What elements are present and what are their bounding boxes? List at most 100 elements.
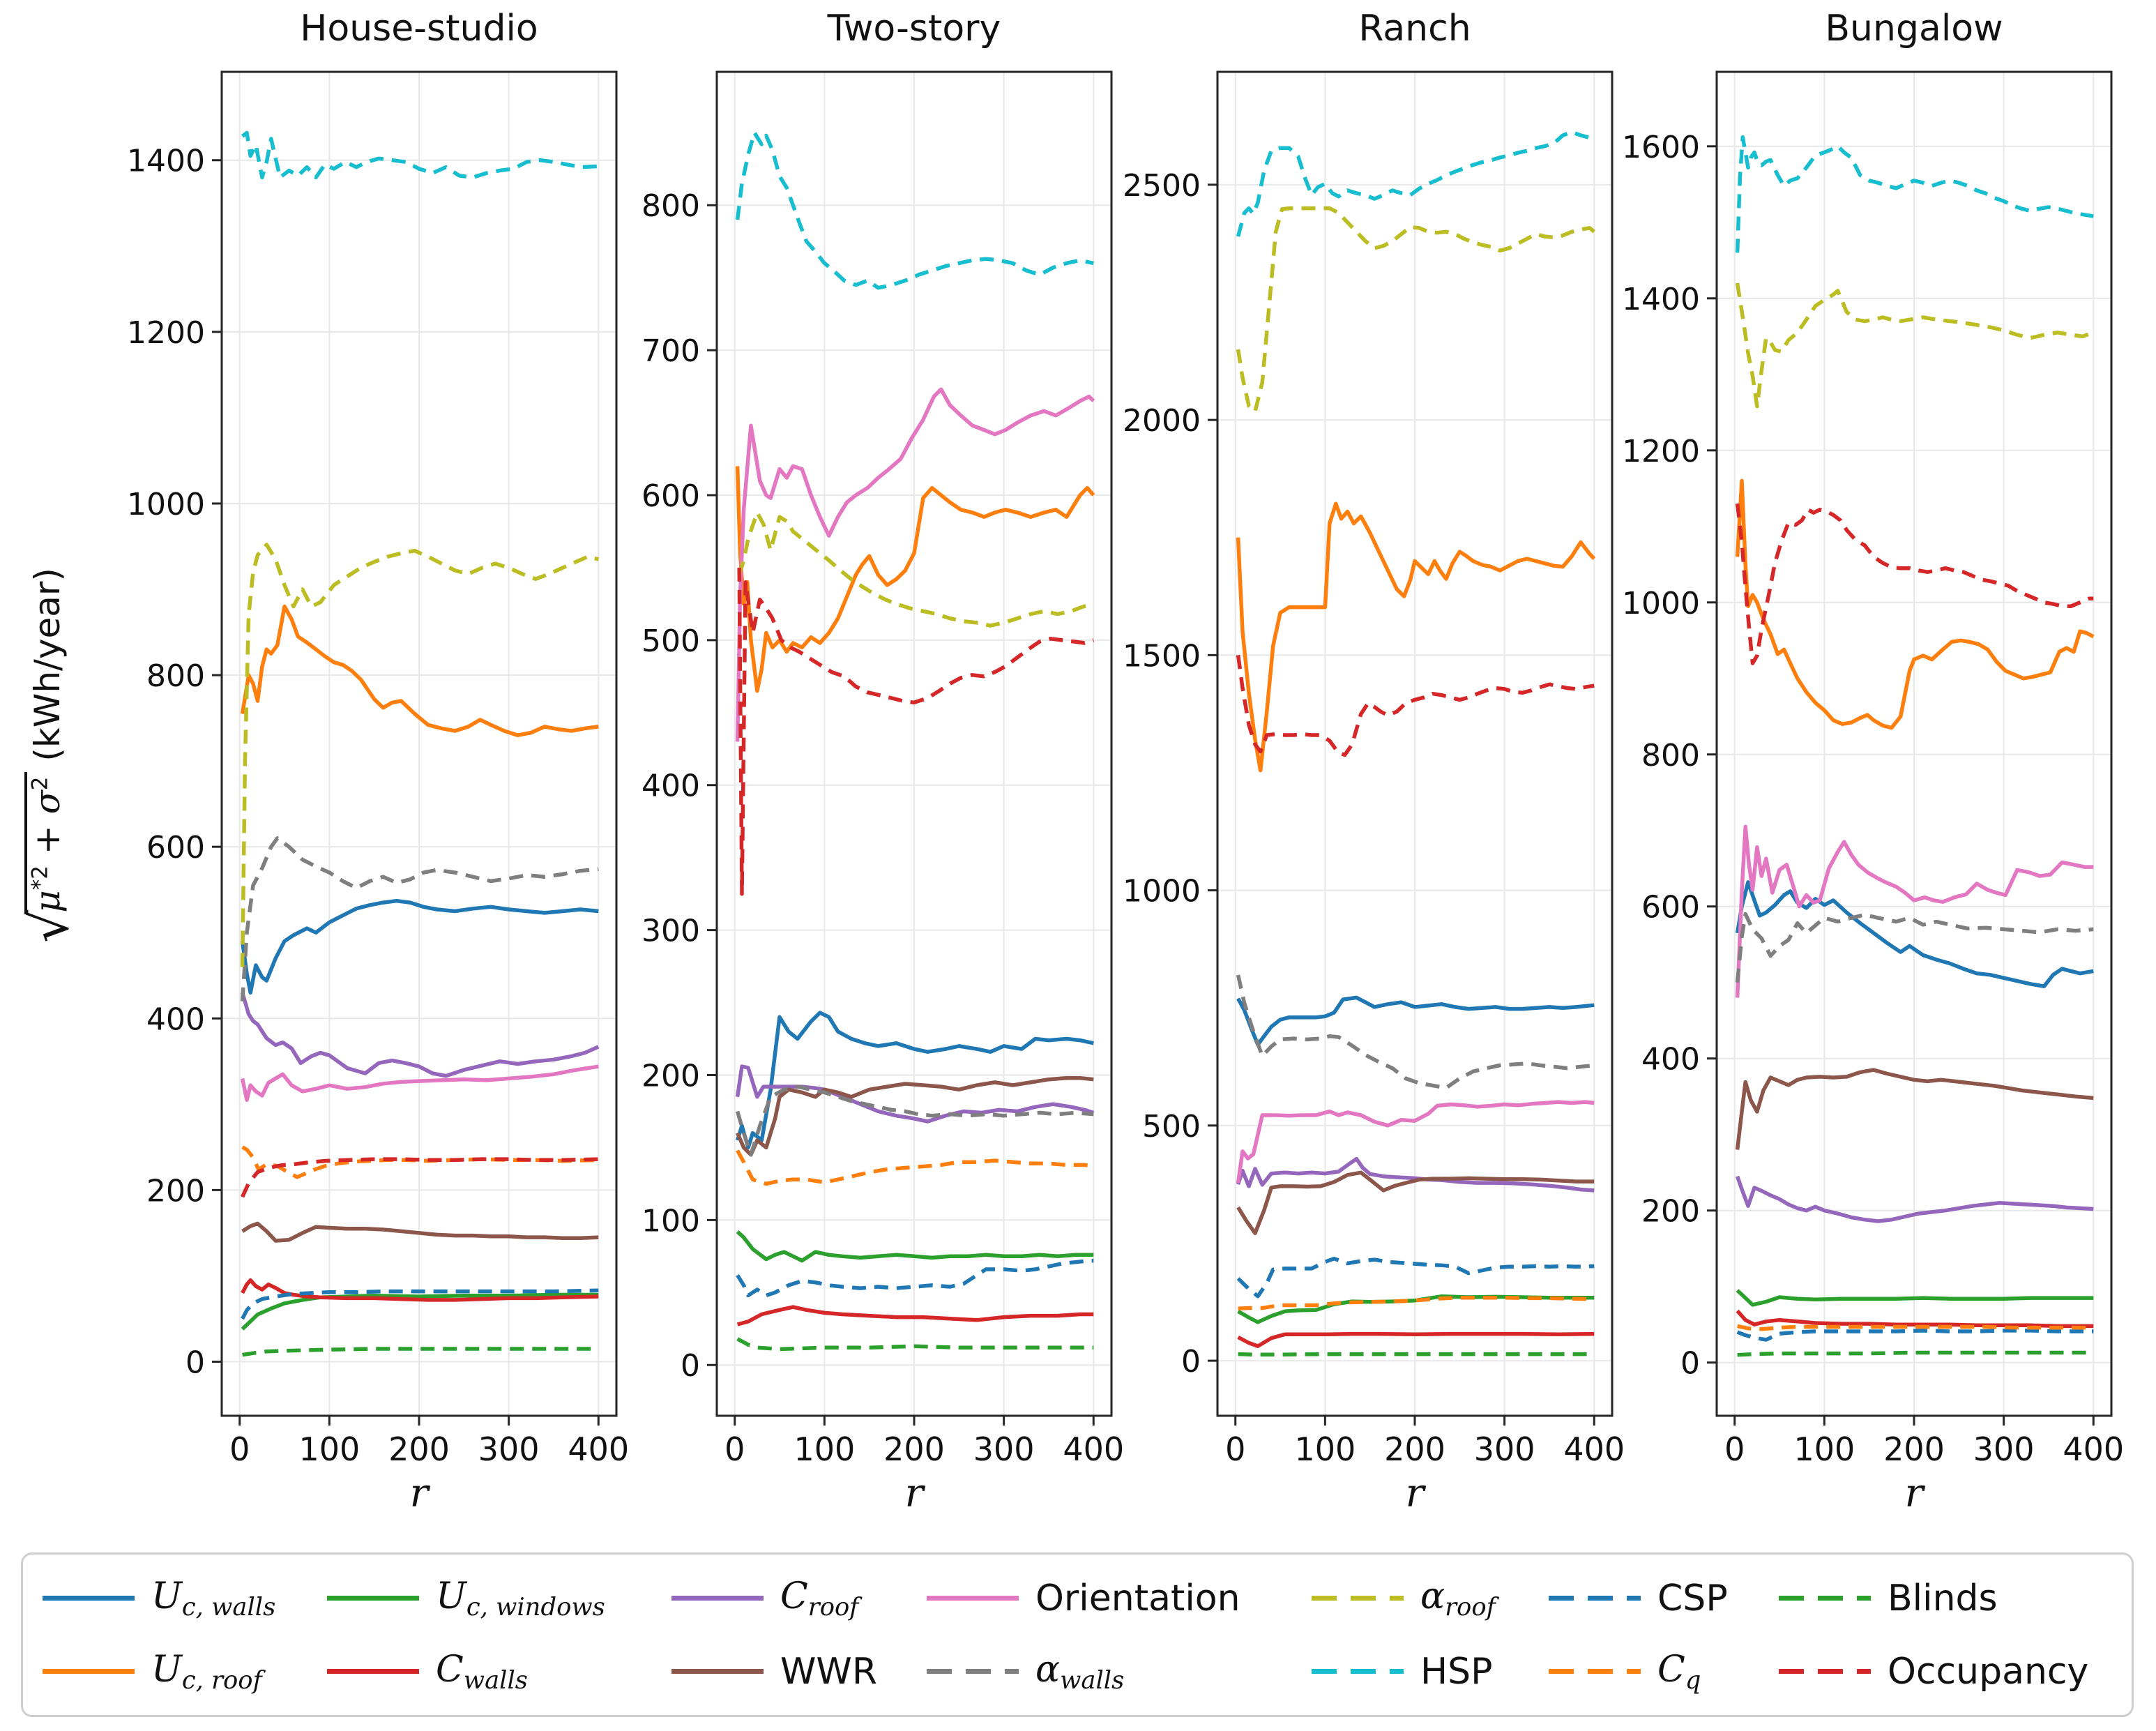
- legend-box: Uc, walls Uc, roof Uc, windows Cwalls Croof W…: [21, 1552, 2134, 1717]
- legend-label-C_walls: Cwalls: [436, 1648, 528, 1695]
- series-line-C_walls-ranch: [1237, 1331, 1595, 1348]
- series-line-WWR-ranch: [1236, 1170, 1595, 1236]
- y-tick-label: 1000: [127, 487, 205, 522]
- y-tick-label: 200: [1641, 1194, 1700, 1230]
- y-tick-label: 1600: [1622, 130, 1700, 165]
- legend-item-alpha_roof: αroof: [1312, 1575, 1549, 1622]
- series-line-C_q-two-story: [736, 1149, 1094, 1186]
- legend-swatch-C_q: [1549, 1668, 1641, 1674]
- legend-swatch-Orientation: [927, 1596, 1019, 1601]
- series-line-Uc_roof-ranch: [1236, 501, 1596, 773]
- legend-item-WWR: WWR: [671, 1651, 927, 1693]
- series-line-WWR-two-story: [736, 1075, 1094, 1157]
- legend-swatch-WWR: [671, 1669, 764, 1674]
- series-line-C_roof-ranch: [1236, 1156, 1595, 1193]
- legend-swatch-Blinds: [1779, 1596, 1871, 1601]
- series-line-HSP-two-story: [735, 130, 1094, 290]
- legend-swatch-Uc_windows: [327, 1595, 419, 1601]
- subplot-bungalow: 0 100 200 300 400 0 200 400 600 800 1000 1200 1400 16…: [1622, 8, 2124, 1516]
- legend-label-alpha_roof: αroof: [1420, 1575, 1496, 1622]
- series-line-C_q-bungalow: [1737, 1324, 2094, 1331]
- y-tick-label: 300: [642, 914, 700, 949]
- y-tick-label: 1000: [1622, 586, 1700, 621]
- series-line-Uc_walls-two-story: [735, 1011, 1094, 1150]
- series-line-alpha_roof-house-studio: [240, 543, 599, 967]
- series-line-Uc_walls-bungalow: [1735, 880, 2094, 988]
- y-tick-label: 1400: [127, 144, 205, 179]
- subplot-title: Ranch: [1358, 8, 1471, 50]
- y-tick-label: 800: [642, 188, 700, 224]
- legend-swatch-C_walls: [327, 1668, 419, 1674]
- legend-item-HSP: HSP: [1312, 1651, 1549, 1693]
- series-line-C_q-ranch: [1238, 1295, 1595, 1310]
- legend-swatch-Uc_walls: [43, 1595, 135, 1601]
- y-tick-label: 1400: [1622, 282, 1700, 317]
- legend-item-Uc_walls: Uc, walls: [43, 1575, 327, 1622]
- y-tick-label: 1500: [1123, 638, 1201, 674]
- x-tick-label: 100: [794, 1430, 855, 1468]
- legend-label-Occupancy: Occupancy: [1888, 1650, 2089, 1693]
- x-tick-label: 100: [1793, 1430, 1855, 1468]
- legend-swatch-alpha_roof: [1312, 1595, 1404, 1601]
- y-tick-label: 800: [146, 658, 205, 694]
- y-tick-label: 100: [642, 1203, 700, 1239]
- series-line-alpha_roof-ranch: [1236, 206, 1596, 414]
- series-line-Occupancy-bungalow: [1735, 503, 2094, 665]
- x-tick-label: 200: [388, 1430, 450, 1468]
- series-line-alpha_walls-house-studio: [240, 836, 599, 1001]
- series-line-CSP-bungalow: [1736, 1329, 2094, 1342]
- series-line-Occupancy-ranch: [1236, 655, 1595, 757]
- legend-item-Uc_roof: Uc, roof: [43, 1648, 327, 1695]
- x-axis-label: r: [905, 1471, 926, 1516]
- series-line-WWR-bungalow: [1735, 1068, 2094, 1150]
- legend-label-HSP: HSP: [1420, 1650, 1493, 1693]
- legend-label-WWR: WWR: [780, 1650, 877, 1693]
- y-tick-label: 500: [642, 623, 700, 659]
- y-tick-label: 1200: [127, 315, 205, 351]
- series-line-alpha_walls-bungalow: [1735, 912, 2094, 983]
- series-line-HSP-house-studio: [241, 130, 599, 180]
- legend-swatch-Uc_roof: [43, 1668, 135, 1674]
- legend-item-Uc_windows: Uc, windows: [327, 1575, 671, 1622]
- x-tick-label: 0: [1724, 1430, 1745, 1468]
- y-tick-label: 0: [681, 1348, 700, 1384]
- series-line-CSP-ranch: [1236, 1256, 1595, 1299]
- series-line-CSP-two-story: [736, 1258, 1094, 1298]
- y-tick-label: 1200: [1622, 434, 1700, 469]
- legend-item-Orientation: Orientation: [927, 1578, 1312, 1619]
- legend-label-Uc_walls: Uc, walls: [151, 1575, 276, 1622]
- series-line-Uc_roof-two-story: [735, 466, 1095, 693]
- series-line-HSP-bungalow: [1735, 135, 2094, 253]
- x-tick-label: 400: [1063, 1430, 1124, 1468]
- legend-label-Uc_roof: Uc, roof: [151, 1648, 262, 1695]
- y-tick-label: 400: [642, 769, 700, 804]
- legend-label-Uc_windows: Uc, windows: [436, 1575, 605, 1622]
- x-axis-label: r: [410, 1471, 431, 1516]
- y-tick-label: 800: [1641, 738, 1700, 773]
- y-tick-label: 200: [642, 1058, 700, 1094]
- subplot-ranch: 0 100 200 300 400 0 500 1000 1500 2000 2500 Ranch r: [1123, 8, 1625, 1516]
- y-tick-label: 500: [1142, 1109, 1201, 1144]
- series-line-Uc_roof-bungalow: [1735, 478, 2095, 730]
- series-line-Blinds-house-studio: [242, 1347, 599, 1357]
- series-line-Uc_windows-ranch: [1237, 1294, 1595, 1324]
- legend-label-C_q: Cq: [1657, 1648, 1701, 1695]
- legend-item-alpha_walls: αwalls: [927, 1649, 1312, 1694]
- series-line-C_walls-bungalow: [1736, 1309, 2094, 1329]
- x-tick-label: 400: [568, 1430, 629, 1468]
- x-axis-label: r: [1406, 1471, 1427, 1516]
- x-tick-label: 0: [724, 1430, 745, 1468]
- series-line-Blinds-two-story: [736, 1337, 1094, 1352]
- y-tick-label: 1000: [1123, 874, 1201, 909]
- series-line-C_roof-bungalow: [1736, 1175, 2094, 1223]
- y-tick-label: 600: [146, 830, 205, 866]
- series-line-Uc_walls-ranch: [1236, 995, 1595, 1047]
- subplot-title: House-studio: [300, 8, 538, 50]
- x-tick-label: 300: [973, 1430, 1035, 1468]
- x-tick-label: 300: [1474, 1430, 1535, 1468]
- series-line-C_roof-house-studio: [240, 992, 600, 1078]
- legend-item-C_walls: Cwalls: [327, 1648, 671, 1695]
- series-line-Orientation-two-story: [735, 387, 1095, 742]
